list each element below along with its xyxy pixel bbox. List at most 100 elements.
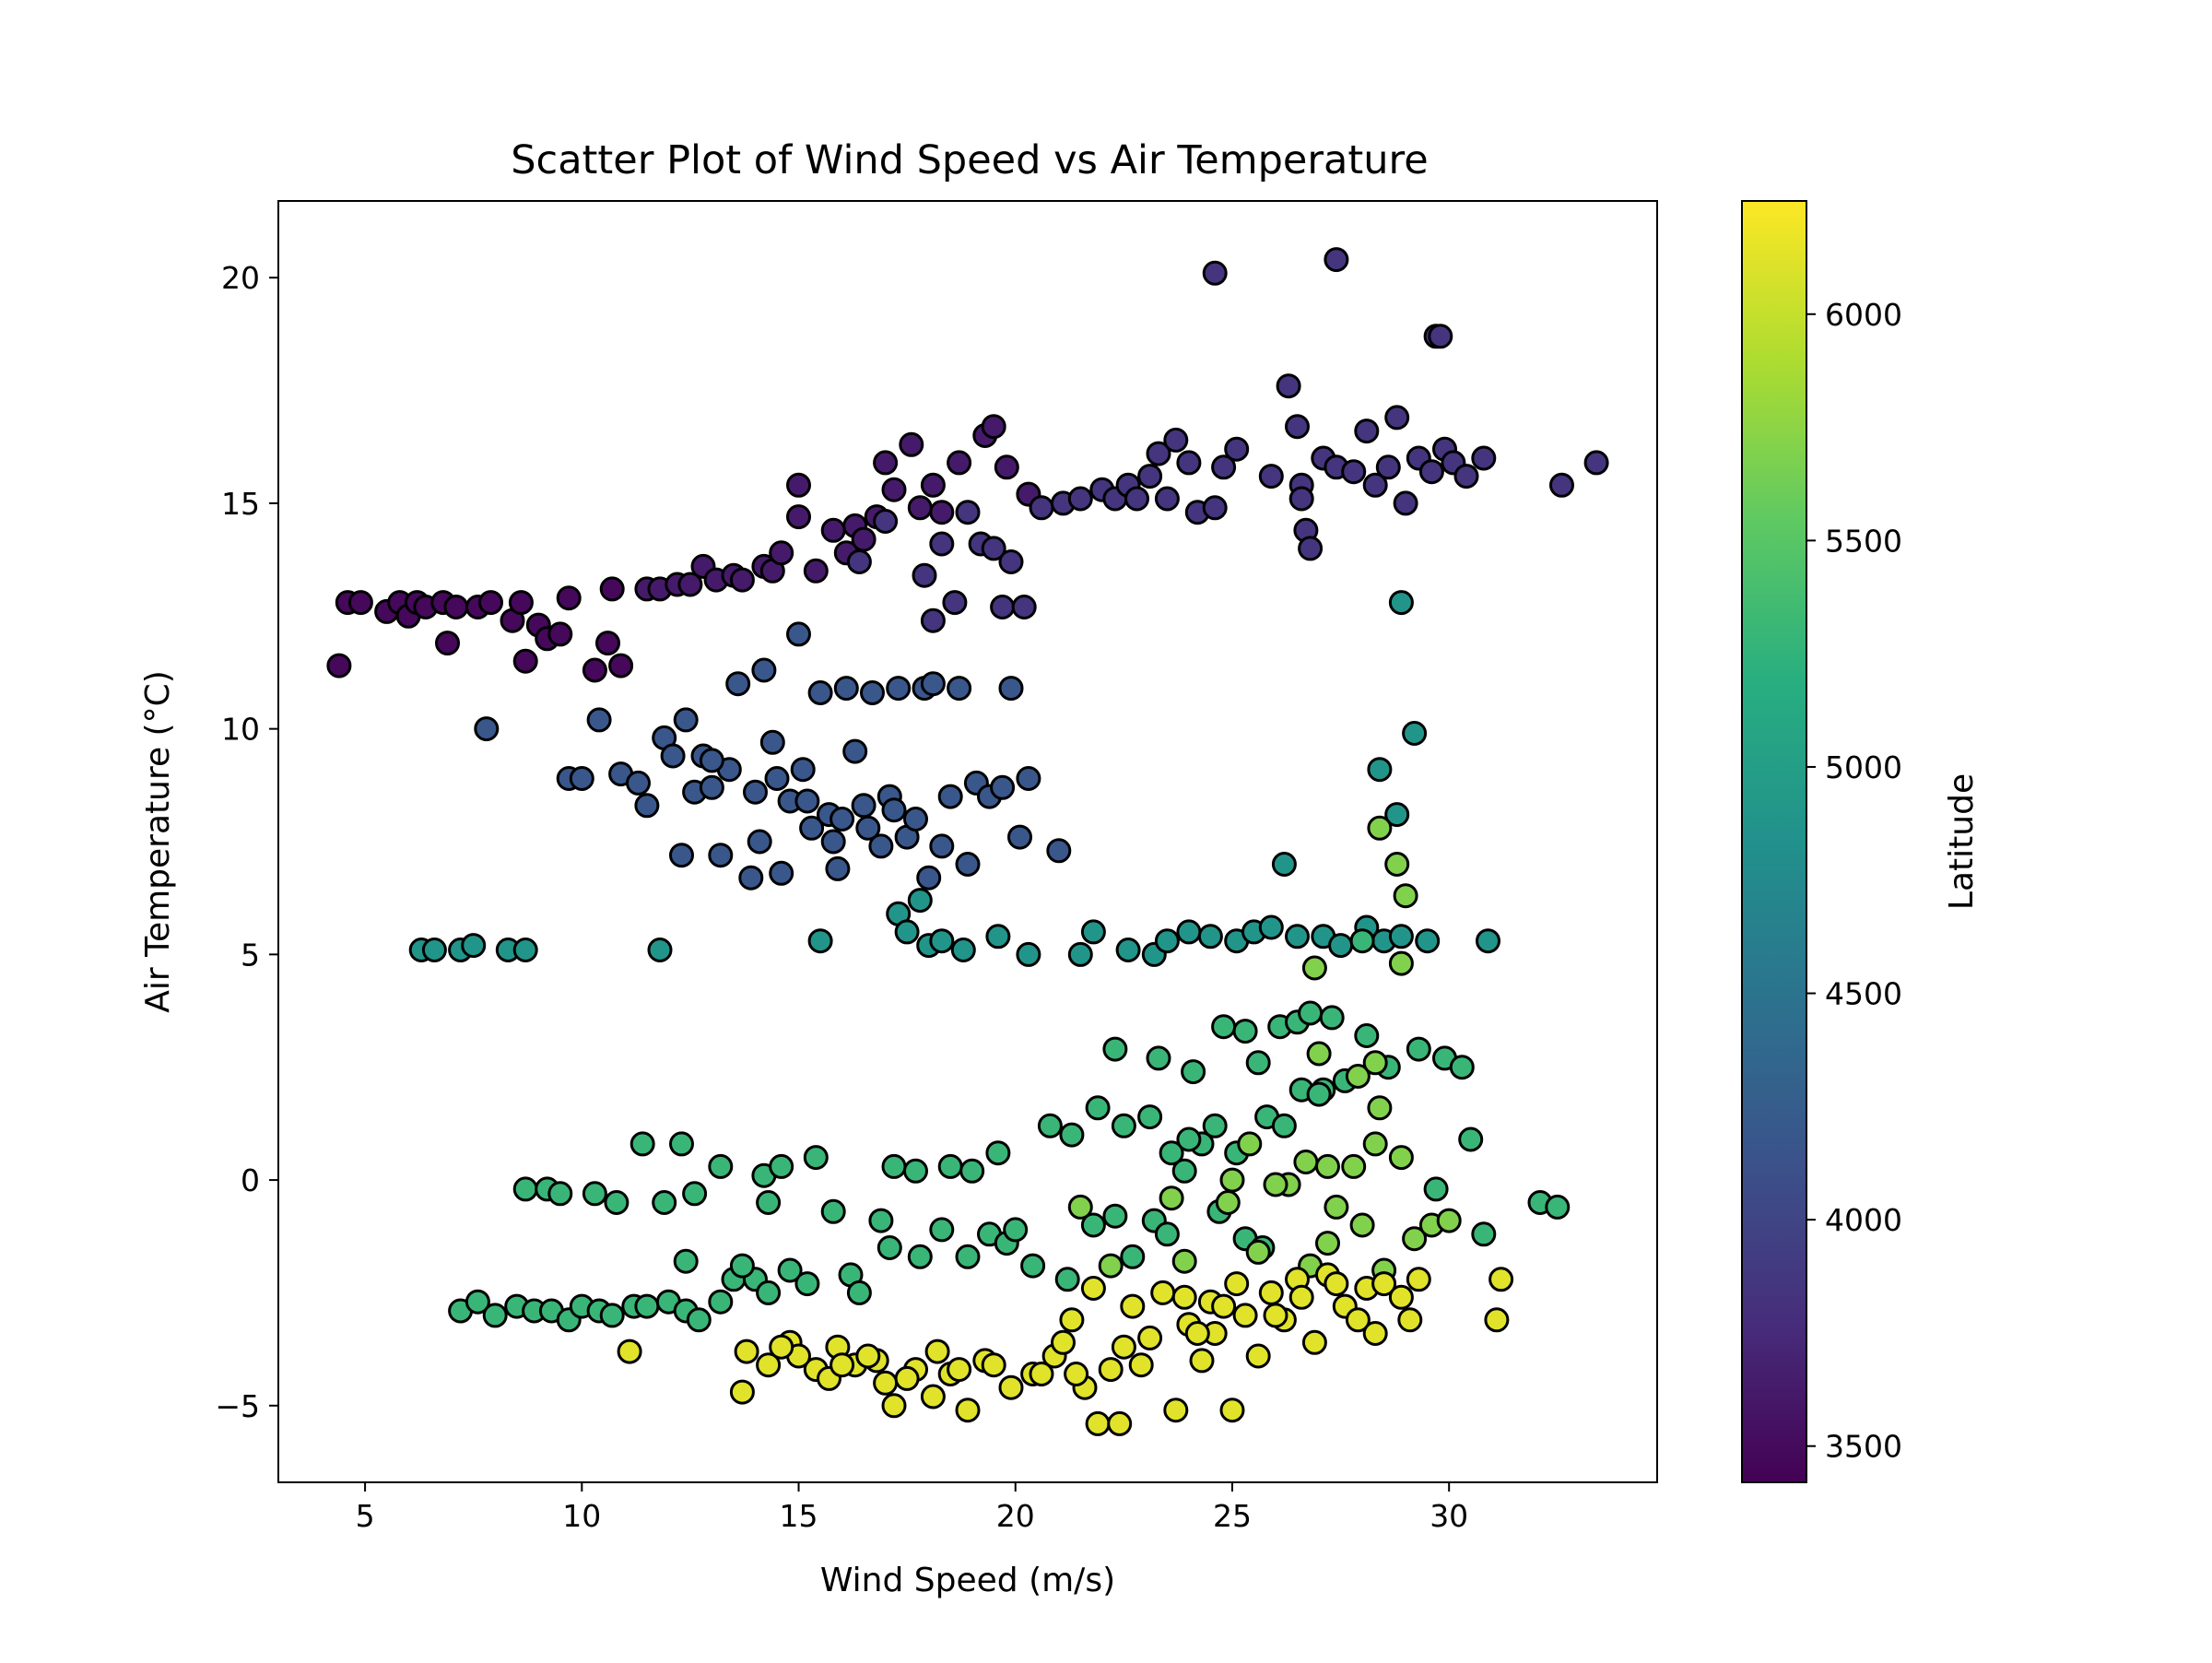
data-point: [569, 766, 594, 791]
data-point: [981, 536, 1006, 561]
data-point: [820, 1198, 846, 1224]
data-point: [899, 431, 924, 457]
data-point: [1245, 1239, 1271, 1265]
data-point: [1128, 1352, 1154, 1378]
data-point: [1315, 1153, 1340, 1179]
data-point: [1436, 1208, 1462, 1233]
data-point: [1349, 1212, 1375, 1238]
data-point: [942, 590, 968, 616]
data-point: [629, 1131, 655, 1157]
colorbar-tick-label: 5000: [1825, 749, 1902, 785]
data-point: [1306, 1041, 1332, 1067]
data-point: [582, 1181, 607, 1207]
data-point: [947, 1357, 972, 1383]
colorbar-label: Latitude: [1943, 773, 1981, 910]
data-point: [482, 1303, 508, 1328]
data-point: [673, 1248, 699, 1274]
data-point: [699, 774, 724, 800]
data-point: [1367, 815, 1393, 841]
data-point: [1080, 919, 1106, 945]
data-point: [1211, 454, 1237, 480]
data-point: [846, 549, 872, 574]
data-point: [1051, 1329, 1076, 1355]
data-point: [421, 938, 447, 962]
data-point: [1418, 459, 1444, 485]
colorbar-tick-label: 5500: [1825, 523, 1902, 559]
data-point: [1301, 955, 1327, 981]
data-point: [1476, 928, 1500, 954]
data-point: [1016, 766, 1041, 791]
data-point: [747, 829, 772, 855]
data-point: [929, 833, 955, 859]
data-point: [1458, 1126, 1484, 1152]
data-point: [1159, 1140, 1184, 1166]
data-point: [617, 1339, 642, 1364]
data-point: [1388, 590, 1414, 616]
x-tick-label: 10: [562, 1498, 601, 1534]
data-point: [1080, 1276, 1106, 1301]
data-point: [1397, 1307, 1423, 1333]
data-point: [920, 607, 946, 633]
data-point: [907, 1244, 933, 1269]
data-point: [907, 495, 933, 521]
data-point: [1388, 1284, 1414, 1310]
data-point: [1115, 938, 1141, 962]
data-point: [1098, 1357, 1124, 1383]
data-point: [1324, 1271, 1349, 1297]
data-point: [769, 1153, 794, 1179]
data-point: [1189, 1348, 1215, 1374]
data-point: [547, 1181, 573, 1207]
y-tick-label: 0: [241, 1162, 260, 1198]
data-point: [1202, 1113, 1228, 1138]
data-point: [998, 1374, 1024, 1400]
data-point: [708, 843, 734, 868]
y-tick-label: −5: [215, 1388, 260, 1424]
data-point: [1007, 824, 1032, 850]
data-point: [786, 504, 811, 530]
data-point: [860, 680, 885, 705]
data-point: [955, 852, 981, 877]
data-point: [1150, 1280, 1176, 1305]
data-point: [959, 1158, 985, 1184]
data-point: [1171, 1248, 1197, 1274]
data-point: [604, 1190, 629, 1215]
data-point: [1549, 472, 1574, 498]
data-point: [1271, 852, 1297, 877]
data-point: [474, 716, 500, 742]
data-point: [1276, 373, 1301, 399]
data-point: [929, 1217, 955, 1243]
data-point: [846, 1280, 872, 1305]
data-point: [1146, 1045, 1171, 1071]
data-point: [1232, 1303, 1258, 1328]
data-point: [929, 928, 955, 954]
data-point: [955, 1244, 981, 1269]
data-point: [1197, 924, 1223, 949]
data-point: [599, 576, 625, 602]
data-point: [820, 517, 846, 543]
data-point: [873, 450, 899, 476]
data-point: [1423, 1176, 1449, 1202]
data-point: [873, 1370, 899, 1396]
data-point: [1171, 1284, 1197, 1310]
data-point: [794, 1271, 820, 1297]
y-tick-label: 15: [221, 486, 260, 522]
data-point: [830, 1352, 855, 1378]
data-point: [820, 829, 846, 855]
data-point: [652, 1190, 677, 1215]
data-point: [851, 793, 877, 819]
data-point: [669, 1131, 694, 1157]
data-point: [937, 784, 963, 809]
data-point: [461, 933, 487, 959]
data-point: [626, 770, 651, 796]
data-point: [512, 1176, 538, 1202]
data-point: [1319, 1005, 1345, 1031]
data-point: [1349, 928, 1375, 954]
data-point: [1258, 1280, 1284, 1305]
data-point: [660, 743, 686, 769]
data-point: [1341, 1153, 1367, 1179]
data-point: [1384, 802, 1410, 828]
data-point: [1154, 486, 1180, 512]
data-point: [851, 526, 877, 552]
y-axis: −5 0 5 10 15 20: [215, 260, 278, 1424]
data-point: [868, 833, 894, 859]
